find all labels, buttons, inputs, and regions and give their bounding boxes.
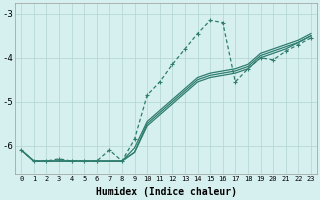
X-axis label: Humidex (Indice chaleur): Humidex (Indice chaleur) (96, 187, 236, 197)
